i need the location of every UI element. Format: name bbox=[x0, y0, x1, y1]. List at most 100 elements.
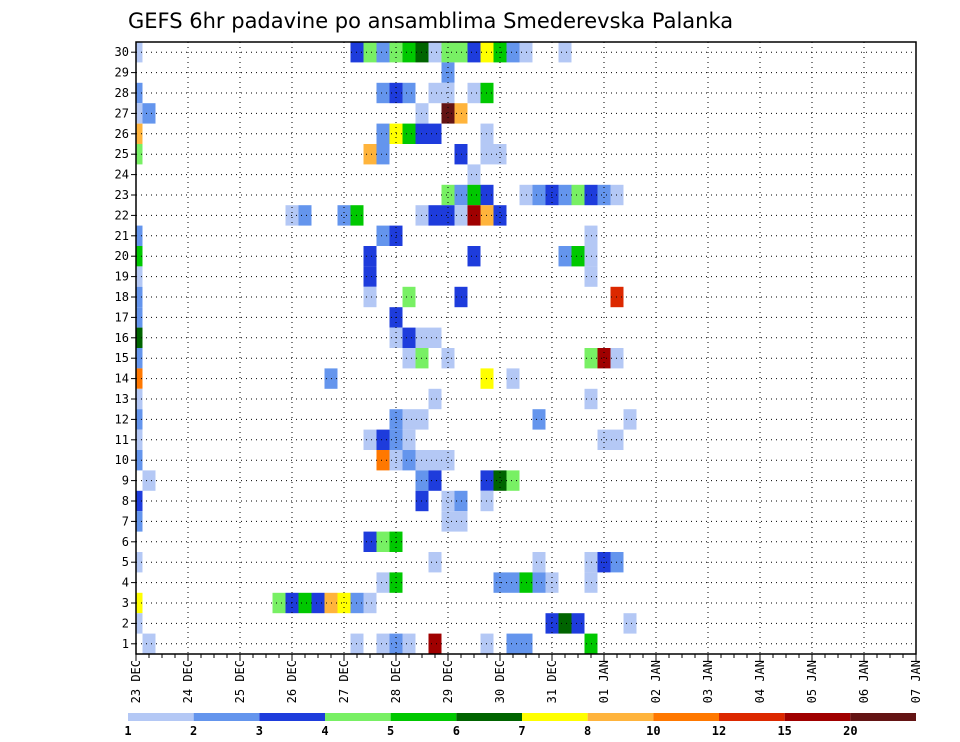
precip-cell bbox=[441, 450, 455, 471]
colorbar-label: 2 bbox=[190, 724, 197, 738]
precip-cell bbox=[532, 572, 546, 593]
precip-cell bbox=[272, 592, 286, 614]
x-tick-label: 31 DEC bbox=[545, 660, 559, 703]
precip-cell bbox=[558, 184, 572, 206]
precip-cell bbox=[441, 103, 455, 124]
precip-cell bbox=[558, 246, 572, 267]
x-tick-label: 23 DEC bbox=[129, 660, 143, 703]
colorbar: 1 2 3 4 5 6 7 8 10 12 15 20 bbox=[124, 713, 916, 738]
precip-cell bbox=[623, 409, 637, 430]
precip-cell bbox=[136, 327, 143, 348]
y-tick-label: 23 bbox=[115, 188, 129, 202]
precip-cell bbox=[136, 552, 143, 573]
x-tick-label: 27 DEC bbox=[337, 660, 351, 703]
precip-cell bbox=[428, 42, 442, 63]
precip-cell bbox=[506, 633, 520, 654]
precip-cell bbox=[142, 470, 156, 491]
y-tick-label: 8 bbox=[122, 494, 129, 508]
y-tick-label: 5 bbox=[122, 555, 129, 569]
x-tick-label: 25 DEC bbox=[233, 660, 247, 703]
precip-cell bbox=[298, 592, 312, 614]
y-tick-label: 14 bbox=[115, 372, 129, 386]
precip-cell bbox=[136, 409, 143, 430]
colorbar-label: 4 bbox=[321, 724, 328, 738]
precip-cell bbox=[558, 613, 572, 634]
precip-cell bbox=[428, 552, 442, 573]
y-tick-label: 9 bbox=[122, 474, 129, 488]
precip-cell bbox=[363, 592, 377, 614]
y-tick-label: 27 bbox=[115, 106, 129, 120]
precip-cell bbox=[376, 42, 390, 63]
precip-cell bbox=[428, 123, 442, 144]
precip-cell bbox=[363, 246, 377, 267]
colorbar-swatch bbox=[522, 713, 588, 721]
x-tick-label: 04 JAN bbox=[753, 660, 767, 703]
precip-cell bbox=[376, 450, 390, 471]
x-tick-label: 01 JAN bbox=[597, 660, 611, 703]
precip-cell bbox=[376, 429, 390, 450]
precip-cell bbox=[467, 184, 481, 206]
colorbar-swatch bbox=[587, 713, 654, 721]
precip-cell bbox=[428, 633, 442, 654]
precip-cell bbox=[467, 205, 481, 226]
precip-cell bbox=[363, 286, 377, 308]
precip-cell bbox=[441, 184, 455, 206]
precip-cell bbox=[136, 103, 143, 124]
precip-cell bbox=[571, 613, 585, 634]
y-tick-label: 3 bbox=[122, 596, 129, 610]
x-tick-label: 06 JAN bbox=[857, 660, 871, 703]
y-tick-label: 13 bbox=[115, 392, 129, 406]
precip-cell bbox=[428, 327, 442, 348]
y-tick-label: 15 bbox=[115, 351, 129, 365]
precip-cell bbox=[402, 633, 416, 654]
colorbar-label: 20 bbox=[843, 724, 857, 738]
chart-title: GEFS 6hr padavine po ansamblima Smederev… bbox=[128, 9, 733, 33]
precip-cell bbox=[402, 327, 416, 348]
precip-cell bbox=[467, 246, 481, 267]
precip-cell bbox=[136, 246, 143, 267]
precip-cell bbox=[363, 531, 377, 552]
precip-cell bbox=[363, 144, 377, 165]
precip-cell bbox=[558, 42, 572, 63]
precip-cell bbox=[532, 552, 546, 573]
y-tick-label: 6 bbox=[122, 535, 129, 549]
precip-cell bbox=[136, 144, 143, 165]
colorbar-swatch bbox=[259, 713, 325, 721]
precip-cell bbox=[136, 511, 143, 532]
precip-cell bbox=[311, 592, 325, 614]
precip-cell bbox=[597, 184, 611, 206]
y-tick-label: 11 bbox=[115, 433, 129, 447]
y-tick-label: 26 bbox=[115, 127, 129, 141]
colorbar-label: 5 bbox=[387, 724, 394, 738]
colorbar-swatch bbox=[653, 713, 719, 721]
precip-cell bbox=[597, 429, 611, 450]
precip-cells bbox=[136, 42, 637, 654]
colorbar-swatch bbox=[850, 713, 916, 721]
y-tick-label: 16 bbox=[115, 331, 129, 345]
precip-cell bbox=[376, 123, 390, 144]
x-tick-label: 03 JAN bbox=[701, 660, 715, 703]
y-tick-label: 28 bbox=[115, 86, 129, 100]
precip-cell bbox=[402, 286, 416, 308]
y-tick-label: 22 bbox=[115, 208, 129, 222]
precip-cell bbox=[136, 82, 143, 104]
y-tick-label: 30 bbox=[115, 45, 129, 59]
precip-cell bbox=[506, 470, 520, 491]
colorbar-label: 8 bbox=[584, 724, 591, 738]
precip-cell bbox=[363, 429, 377, 450]
precip-cell bbox=[506, 42, 520, 63]
y-tick-label: 4 bbox=[122, 576, 129, 590]
x-tick-label: 26 DEC bbox=[285, 660, 299, 703]
precip-cell bbox=[376, 82, 390, 104]
precip-cell bbox=[402, 409, 416, 430]
precip-cell bbox=[493, 205, 507, 226]
precip-cell bbox=[441, 205, 455, 226]
precip-cell bbox=[402, 82, 416, 104]
precip-cell bbox=[402, 429, 416, 450]
y-tick-label: 17 bbox=[115, 310, 129, 324]
precip-cell bbox=[376, 633, 390, 654]
precip-cell bbox=[441, 511, 455, 532]
colorbar-label: 7 bbox=[518, 724, 525, 738]
precip-cell bbox=[136, 490, 143, 512]
